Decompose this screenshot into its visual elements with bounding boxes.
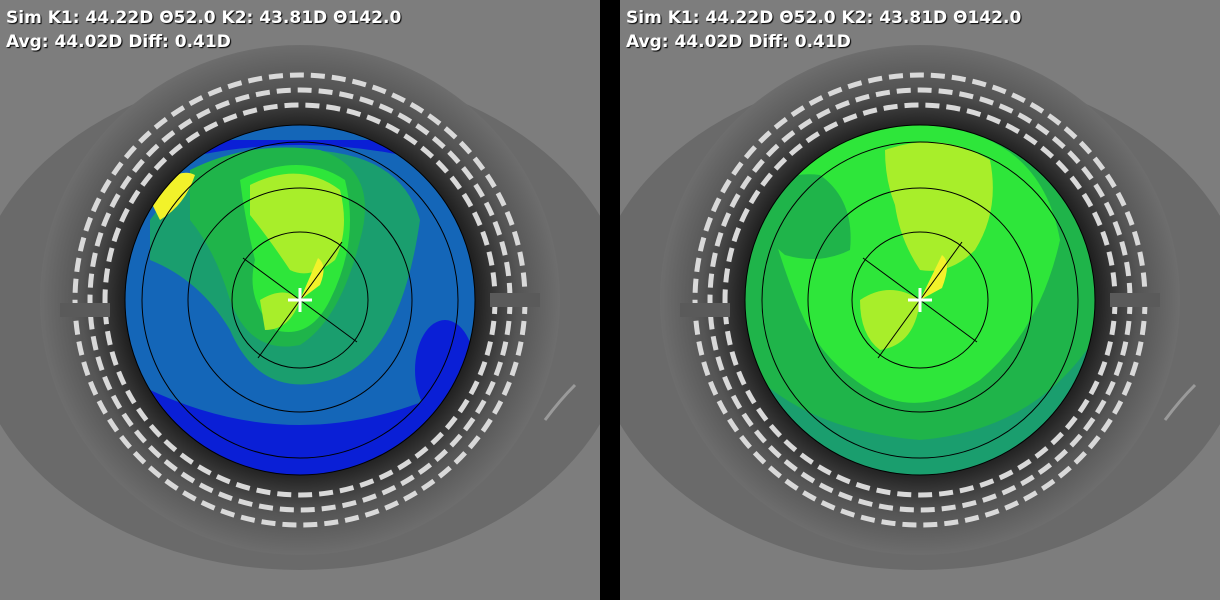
corneal-map-panel-left: Sim K1: 44.22D Θ52.0 K2: 43.81D Θ142.0 A… [0, 0, 600, 600]
eye-image-right [620, 0, 1220, 600]
readout-line-2: Avg: 44.02D Diff: 0.41D [6, 32, 231, 52]
corneal-map-panel-right: Sim K1: 44.22D Θ52.0 K2: 43.81D Θ142.0 A… [620, 0, 1220, 600]
eye-image-left [0, 0, 600, 600]
keratometry-readout: Sim K1: 44.22D Θ52.0 K2: 43.81D Θ142.0 A… [626, 6, 1021, 54]
measurement-circles [141, 141, 459, 459]
panel-divider [600, 0, 620, 600]
keratometry-readout: Sim K1: 44.22D Θ52.0 K2: 43.81D Θ142.0 A… [6, 6, 401, 54]
readout-line-2: Avg: 44.02D Diff: 0.41D [626, 32, 851, 52]
readout-line-1: Sim K1: 44.22D Θ52.0 K2: 43.81D Θ142.0 [626, 8, 1022, 28]
white-plus-icon [908, 288, 932, 312]
white-plus-icon [288, 288, 312, 312]
readout-line-1: Sim K1: 44.22D Θ52.0 K2: 43.81D Θ142.0 [6, 8, 402, 28]
